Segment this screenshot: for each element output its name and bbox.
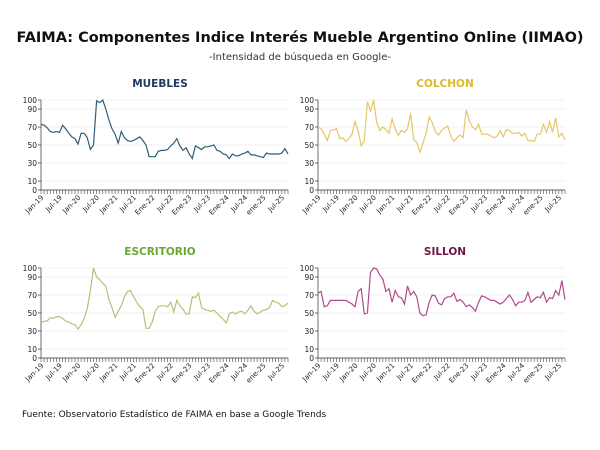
x-tick-label: Jul-25 bbox=[543, 194, 563, 214]
y-tick-label: 100 bbox=[23, 96, 38, 105]
y-tick-label: 0 bbox=[309, 186, 314, 195]
x-tick-label: Jan-20 bbox=[60, 362, 82, 384]
x-tick-label: Ene-23 bbox=[448, 362, 471, 385]
x-tick-label: Jul-20 bbox=[358, 194, 378, 214]
x-tick-label: Jan-21 bbox=[97, 362, 119, 384]
x-tick-label: Ene-24 bbox=[208, 361, 231, 384]
x-tick-label: Jul-19 bbox=[44, 362, 64, 382]
y-tick-label: 30 bbox=[304, 327, 314, 336]
x-tick-label: Jul-19 bbox=[321, 194, 341, 214]
x-tick-label: Jul-20 bbox=[358, 362, 378, 382]
y-tick-label: 90 bbox=[27, 273, 37, 282]
x-tick-label: Jul-19 bbox=[44, 194, 64, 214]
y-tick-label: 0 bbox=[32, 186, 37, 195]
y-tick-label: 50 bbox=[304, 309, 314, 318]
y-tick-label: 50 bbox=[27, 309, 37, 318]
y-tick-label: 90 bbox=[27, 105, 37, 114]
x-tick-label: Ene-23 bbox=[171, 194, 194, 217]
chart-subtitle: -Intensidad de búsqueda en Google- bbox=[209, 52, 391, 63]
panel-sillon: SILLON 0 10 30 50 70 90 100 Jan-19 Jul-19 Jan-20 J… bbox=[290, 246, 580, 406]
x-tick-label: Jan-20 bbox=[60, 194, 82, 216]
panel-title: COLCHON bbox=[416, 78, 474, 90]
x-tick-label: Ene-23 bbox=[171, 362, 194, 385]
y-tick-label: 10 bbox=[27, 177, 37, 186]
panel-escritorio: ESCRITORIO 0 10 30 50 70 90 100 Jan-19 Jul-19 Jan… bbox=[5, 246, 295, 406]
source-note: Fuente: Observatorio Estadístico de FAIM… bbox=[22, 410, 327, 420]
y-tick-label: 10 bbox=[304, 177, 314, 186]
x-tick-label: Jan-20 bbox=[337, 362, 359, 384]
x-tick-label: Jan-19 bbox=[23, 194, 45, 216]
x-tick-label: Ene-24 bbox=[208, 193, 231, 216]
y-tick-label: 30 bbox=[27, 159, 37, 168]
x-tick-label: Ene-22 bbox=[411, 194, 434, 217]
panel-title: SILLON bbox=[423, 246, 467, 258]
y-tick-label: 0 bbox=[32, 354, 37, 363]
y-tick-label: 10 bbox=[304, 345, 314, 354]
y-tick-label: 100 bbox=[300, 264, 315, 273]
x-tick-label: Jul-25 bbox=[266, 194, 286, 214]
series-line bbox=[317, 99, 566, 155]
y-tick-label: 90 bbox=[304, 105, 314, 114]
y-tick-label: 50 bbox=[304, 141, 314, 150]
panel-muebles: MUEBLES 0 10 30 50 70 90 100 Jan-19 Jul-19 Jan-20… bbox=[5, 78, 295, 238]
y-tick-label: 100 bbox=[23, 264, 38, 273]
panel-title: MUEBLES bbox=[132, 78, 188, 90]
y-tick-label: 30 bbox=[304, 159, 314, 168]
x-tick-label: Jan-20 bbox=[337, 194, 359, 216]
y-tick-label: 10 bbox=[27, 345, 37, 354]
series-line bbox=[317, 267, 566, 317]
y-tick-label: 70 bbox=[304, 291, 314, 300]
x-tick-label: Jan-21 bbox=[374, 362, 396, 384]
x-tick-label: Jan-19 bbox=[300, 194, 322, 216]
y-tick-label: 70 bbox=[304, 123, 314, 132]
x-tick-label: Jan-19 bbox=[23, 362, 45, 384]
x-tick-label: Ene-22 bbox=[134, 194, 157, 217]
x-tick-label: ene-25 bbox=[245, 362, 268, 385]
panel-title: ESCRITORIO bbox=[124, 246, 196, 258]
x-tick-label: Ene-23 bbox=[448, 194, 471, 217]
x-tick-label: Jul-25 bbox=[543, 362, 563, 382]
x-tick-label: Jan-19 bbox=[300, 362, 322, 384]
y-tick-label: 100 bbox=[300, 96, 315, 105]
y-tick-label: 70 bbox=[27, 291, 37, 300]
x-tick-label: Jul-20 bbox=[81, 194, 101, 214]
x-tick-label: Ene-22 bbox=[411, 362, 434, 385]
y-tick-label: 0 bbox=[309, 354, 314, 363]
x-tick-label: ene-25 bbox=[245, 194, 268, 217]
panel-colchon: COLCHON 0 10 30 50 70 90 100 Jan-19 Jul-19 Jan-20… bbox=[290, 78, 580, 238]
y-tick-label: 50 bbox=[27, 141, 37, 150]
x-tick-label: Jan-21 bbox=[97, 194, 119, 216]
y-tick-label: 30 bbox=[27, 327, 37, 336]
x-tick-label: Jul-25 bbox=[266, 362, 286, 382]
x-tick-label: Jul-19 bbox=[321, 362, 341, 382]
x-tick-label: Jul-20 bbox=[81, 362, 101, 382]
y-tick-label: 90 bbox=[304, 273, 314, 282]
chart-title: FAIMA: Componentes Indice Interés Mueble… bbox=[16, 30, 584, 46]
x-tick-label: ene-25 bbox=[522, 362, 545, 385]
y-tick-label: 70 bbox=[27, 123, 37, 132]
x-tick-label: Ene-24 bbox=[485, 193, 508, 216]
x-tick-label: Ene-24 bbox=[485, 361, 508, 384]
x-tick-label: ene-25 bbox=[522, 194, 545, 217]
x-tick-label: Ene-22 bbox=[134, 362, 157, 385]
x-tick-label: Jan-21 bbox=[374, 194, 396, 216]
